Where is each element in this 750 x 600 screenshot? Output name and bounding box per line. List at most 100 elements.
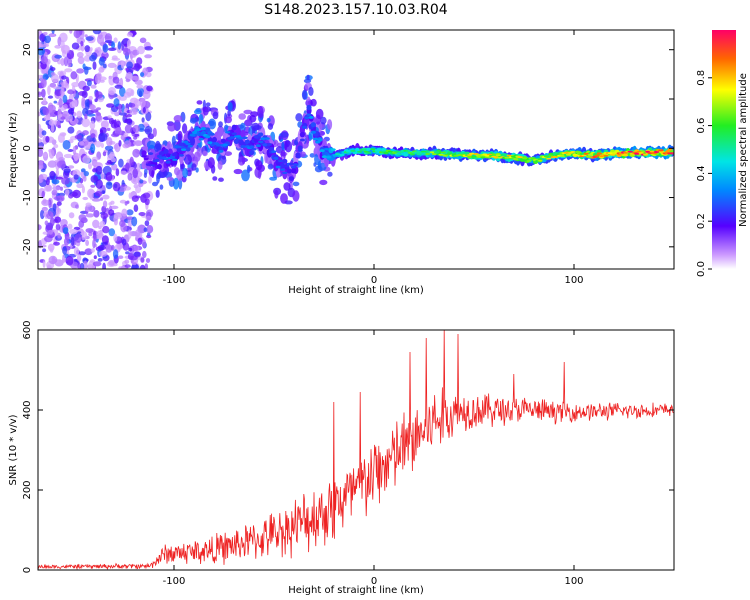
spectrogram-ridge-cell <box>176 145 182 149</box>
spectrogram-blob <box>38 224 42 231</box>
spectrogram-ridge-cell <box>306 104 312 111</box>
spectrogram-blob <box>127 229 132 239</box>
spectrogram-blob <box>64 68 73 73</box>
spectrogram-blob <box>102 63 107 69</box>
spectrogram-blob <box>50 72 56 76</box>
spectrogram-ridge-cell <box>282 171 288 175</box>
spectrogram-blob <box>108 117 115 125</box>
spectrogram-blob <box>241 156 246 165</box>
spectrogram-ridge-cell <box>280 168 286 171</box>
spectrogram-blob <box>94 191 102 197</box>
spectrogram-ridge-cell <box>308 115 314 119</box>
spectrogram-blob <box>88 163 92 170</box>
snr-panel: -100 0 100 0 200 400 600 Height of straight li… <box>8 320 675 596</box>
spectrogram-blob <box>96 230 101 239</box>
spectrogram-blob <box>131 216 138 227</box>
spectrogram-ridge-cell <box>258 132 264 137</box>
spectrogram-ridge-cell <box>440 151 446 154</box>
spectrogram-blob <box>54 195 63 201</box>
spectrogram-blob <box>80 262 85 269</box>
spectrogram-blob <box>45 184 53 192</box>
spectrogram-ridge-cell <box>187 144 193 148</box>
spectrogram-blob <box>90 84 97 89</box>
spectrogram-blob <box>48 255 58 265</box>
spectrogram-ridge-cell <box>293 163 299 166</box>
spectrogram-blob <box>93 255 97 260</box>
snr-frame <box>37 329 675 571</box>
spectrogram-blob <box>105 172 113 182</box>
spectrogram-blob <box>86 79 92 87</box>
spectrogram-blob <box>84 113 88 120</box>
spectrogram-blob <box>72 146 77 155</box>
spectrogram-ridge-cell <box>330 148 336 152</box>
spectrogram-ridge-cell <box>585 155 592 158</box>
spectrogram-ridge-cell <box>222 143 228 147</box>
spectrogram-blob <box>38 123 42 131</box>
spectrogram-blob <box>62 254 66 264</box>
spectrogram-blob <box>60 40 65 51</box>
spectrogram-ridge-cell <box>438 153 444 156</box>
spectrogram-ridge-cell <box>563 151 570 154</box>
spectrogram-ridge-cell <box>291 165 297 169</box>
spectrogram-blob <box>47 105 53 113</box>
spectrogram-ridge-cell <box>552 155 559 158</box>
spectrogram-blob <box>306 74 310 80</box>
spectrogram-blob <box>49 171 56 179</box>
spectrogram-blob <box>134 79 143 85</box>
spectrogram-blob <box>113 144 118 150</box>
spectrogram-blob <box>131 195 139 202</box>
spectrogram-ridge-cell <box>352 151 358 155</box>
spectrogram-blob <box>143 172 147 178</box>
spectrogram-ridge-cell <box>522 157 528 160</box>
spectrogram-ridge-cell <box>150 164 156 167</box>
spectrogram-blob <box>269 176 277 181</box>
spectrogram-blob <box>61 132 66 137</box>
spectrogram-blob <box>73 174 79 180</box>
spectrogram-blob <box>60 57 65 66</box>
spectrogram-blob <box>146 234 152 239</box>
figure-title: S148.2023.157.10.03.R04 <box>264 2 447 18</box>
spectrogram-blob <box>50 67 56 71</box>
spectrogram-ridge-cell <box>291 167 297 174</box>
spectrogram-blob <box>142 192 151 199</box>
spectrogram-ridge-cell <box>370 148 376 151</box>
spectrogram-blob <box>125 251 130 255</box>
spectrogram-blob <box>136 84 144 89</box>
spectrogram-blob <box>118 140 122 147</box>
spectrogram-blob <box>100 172 105 180</box>
spectrogram-ridge-cell <box>205 135 211 139</box>
spectrogram-blob <box>40 44 50 48</box>
spectrogram-blob <box>124 118 132 124</box>
spectrogram-blob <box>133 251 141 257</box>
spectrogram-ridge-cell <box>295 154 301 159</box>
spectrogram-blob <box>63 104 68 109</box>
spectrogram-ridge-cell <box>658 149 664 152</box>
spectrogram-blob <box>274 189 279 199</box>
spectrogram-ridge-cell <box>156 163 162 170</box>
spectrogram-blob <box>62 227 69 235</box>
spectrogram-blob <box>63 237 70 246</box>
spectrogram-ridge-cell <box>467 154 473 156</box>
spectrogram-ridge-cell <box>495 154 501 157</box>
spectrogram-x-tick-label: -100 <box>163 275 186 286</box>
spectrogram-ridge-cell <box>570 151 576 153</box>
spectrogram-ridge-cell <box>280 163 286 169</box>
spectrogram-blob <box>97 258 103 262</box>
spectrogram-blob <box>73 247 80 256</box>
spectrogram-blob <box>283 182 291 191</box>
spectrogram-ridge-cell <box>196 128 202 132</box>
spectrogram-blob <box>99 79 105 83</box>
spectrogram-ridge-cell <box>394 150 400 153</box>
spectrogram-blob <box>38 92 42 98</box>
spectrogram-blob <box>146 225 154 234</box>
spectrogram-blob <box>205 102 211 107</box>
spectrogram-blob <box>141 117 145 123</box>
spectrogram-ridge-cell <box>141 155 147 158</box>
spectrogram-ridge-cell <box>286 168 292 174</box>
spectrogram-blob <box>76 68 85 74</box>
spectrogram-blob <box>141 239 147 248</box>
spectrogram-ridge-cell <box>242 136 248 140</box>
spectrogram-blob <box>133 99 141 107</box>
spectrogram-ridge-cell <box>387 150 393 153</box>
